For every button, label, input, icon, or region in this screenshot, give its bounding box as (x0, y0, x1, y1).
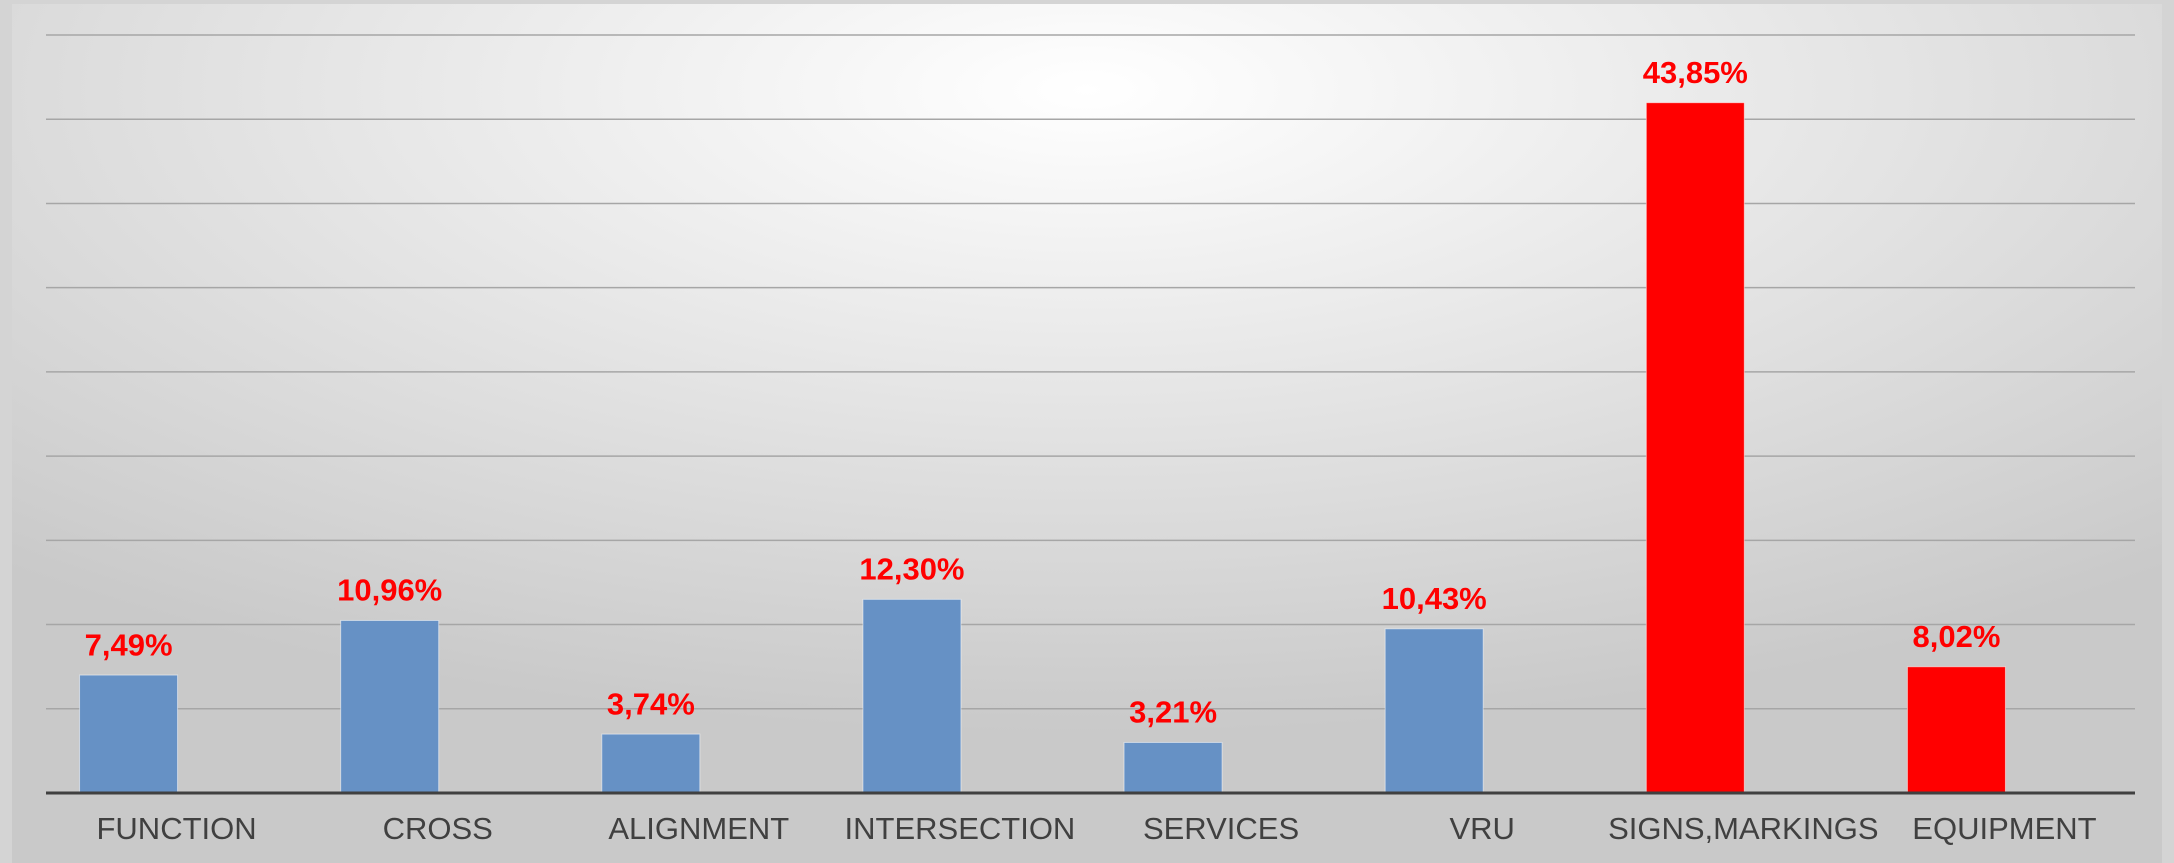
bar (1906, 666, 2006, 794)
bar (862, 598, 962, 794)
bar (1123, 741, 1223, 794)
x-tick-label: SIGNS,MARKINGS (1608, 811, 1878, 846)
bar (340, 619, 440, 794)
data-label: 3,74% (607, 686, 695, 721)
x-tick-label: FUNCTION (96, 811, 256, 846)
x-tick-label: EQUIPMENT (1912, 811, 2096, 846)
chart-background (12, 4, 2162, 863)
data-label: 10,43% (1382, 581, 1487, 616)
data-label: 7,49% (85, 627, 173, 662)
bar (1645, 102, 1745, 794)
bar (79, 674, 179, 794)
data-label: 8,02% (1912, 619, 2000, 654)
data-label: 12,30% (859, 552, 964, 587)
x-tick-label: INTERSECTION (845, 811, 1076, 846)
bar (1384, 628, 1484, 794)
x-tick-label: SERVICES (1143, 811, 1299, 846)
data-label: 43,85% (1643, 55, 1748, 90)
x-tick-label: CROSS (383, 811, 493, 846)
data-label: 10,96% (337, 573, 442, 608)
x-tick-label: VRU (1449, 811, 1514, 846)
x-tick-label: ALIGNMENT (608, 811, 789, 846)
data-label: 3,21% (1129, 695, 1217, 730)
bar (601, 733, 701, 794)
